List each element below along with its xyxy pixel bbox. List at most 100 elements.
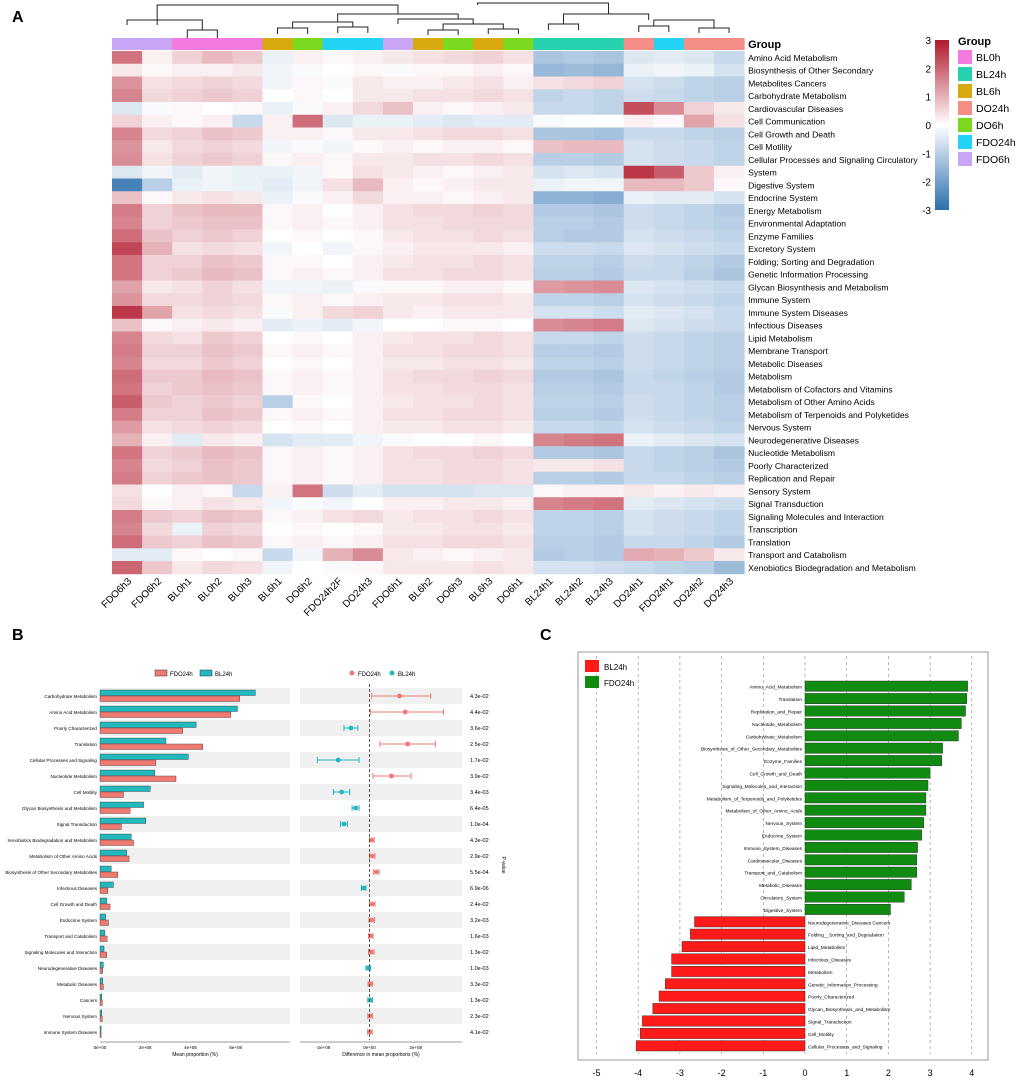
column-dendrogram [126,2,730,38]
heatmap-cell [262,51,294,65]
heatmap-cell [563,522,595,536]
heatmap-cell [563,459,595,473]
difference-point [353,805,358,811]
heatmap-cell [142,191,173,205]
heatmap-cell [232,357,263,371]
heatmap-cell [292,535,324,549]
heatmap-cell [232,497,263,511]
heatmap-cell [473,382,504,396]
heatmap-cell [413,344,444,358]
heatmap-cell [714,471,745,485]
heatmap-cell [322,293,354,307]
heatmap-cell [533,408,564,422]
heatmap-cell [172,471,203,485]
heatmap-cell [533,229,564,243]
heatmap-row-label: Immune System Diseases [748,308,848,318]
heatmap-cell [382,331,414,345]
heatmap-cell [292,102,324,116]
bar-bl24h [99,721,197,728]
heatmap-cell [112,510,143,524]
row-band [300,720,462,736]
heatmap-cell [563,89,595,103]
heatmap-cell [322,140,354,154]
heatmap-cell [593,63,625,77]
heatmap-cell [563,76,595,90]
heatmap-cell [292,216,324,230]
heatmap-cell [142,459,173,473]
p-value-label: 2.5e-02 [470,742,489,748]
heatmap-cell [172,204,203,218]
heatmap-cell [142,331,173,345]
heatmap-cell [232,51,263,65]
heatmap-cell [262,369,294,383]
heatmap-cell [322,318,354,332]
heatmap-cell [112,522,143,536]
heatmap-cell [683,357,715,371]
lda-bar [804,730,959,742]
heatmap-cell [503,280,534,294]
heatmap-cell [683,344,715,358]
heatmap-cell [172,497,203,511]
category-label: Neurodegenerative Diseases [38,966,98,971]
heatmap-cell [292,331,324,345]
x-tick-label: 1 [844,1068,849,1078]
lda-bar-label: Enzyme_Families [764,759,802,765]
heatmap-cell [172,408,203,422]
p-value-label: 3.3e-02 [470,982,489,988]
heatmap-cell [714,89,745,103]
heatmap-cell [112,484,143,498]
heatmap-column-label: FDO6h2 [130,576,165,611]
heatmap-cell [262,89,294,103]
heatmap-cell [443,191,474,205]
row-band [100,944,290,960]
heatmap-cell [563,561,595,575]
heatmap-cell [473,344,504,358]
difference-point [367,981,373,987]
heatmap-cell [262,318,294,332]
heatmap-cell [202,178,233,192]
heatmap-cell [473,369,504,383]
lda-bar [804,842,918,853]
heatmap-cell [683,204,715,218]
heatmap-row-label: Nervous System [748,423,811,433]
heatmap-cell [443,395,474,409]
heatmap-cell [473,267,504,281]
colorbar-tick-label: 0 [925,121,931,132]
heatmap-cell [112,357,143,371]
legend-swatch [958,118,972,132]
difference-point [369,837,375,843]
heatmap-cell [683,535,715,549]
heatmap-cell [142,178,173,192]
legend-label: FDO24h [170,672,193,678]
heatmap-cell [443,510,474,524]
heatmap-cell [232,535,263,549]
heatmap-cell [503,420,534,434]
heatmap-cell [533,561,564,575]
heatmap-cell [443,331,474,345]
heatmap-cell [382,535,414,549]
heatmap-cell [352,102,384,116]
heatmap-cell [563,242,595,256]
heatmap-cell [473,140,504,154]
heatmap-cell [202,344,233,358]
heatmap-cell [503,51,534,65]
heatmap-cell [112,471,143,485]
heatmap-cell [142,318,173,332]
p-value-label: 5.5e-04 [470,870,489,876]
heatmap-column-label: BL6h2 [407,576,436,605]
lda-bar-label: Digestive_System [764,908,802,914]
heatmap-cell [503,484,534,498]
heatmap-cell [473,420,504,434]
lda-bar [804,718,962,729]
heatmap-cell [653,267,685,281]
heatmap-cell [322,63,354,77]
heatmap-cell [533,369,564,383]
bar-fdo24h [99,823,122,830]
heatmap-cell [352,522,384,536]
heatmap-cell [473,510,504,524]
heatmap-cell [232,408,263,422]
heatmap-cell [172,535,203,549]
heatmap-cell [202,510,233,524]
heatmap-cell [653,510,685,524]
heatmap-cell [382,127,414,141]
